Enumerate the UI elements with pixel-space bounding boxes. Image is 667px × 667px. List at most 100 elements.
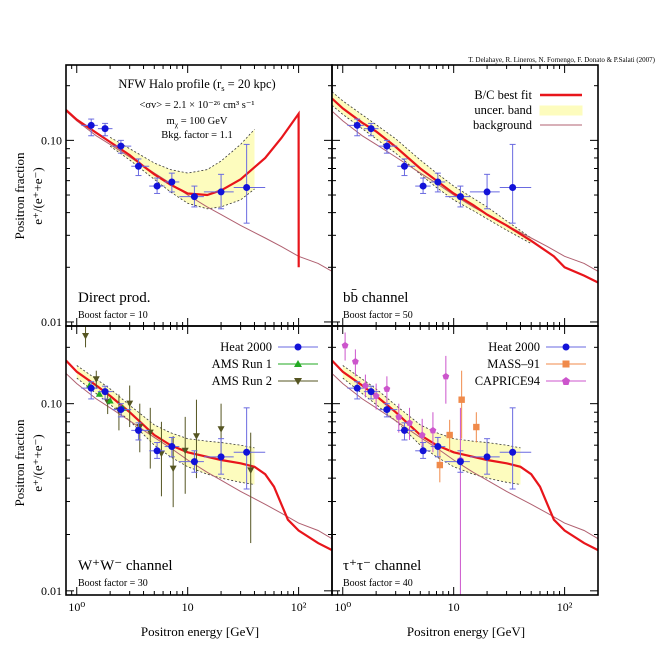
caprice-point xyxy=(383,385,391,392)
xlabel-left: Positron energy [GeV] xyxy=(141,624,259,639)
ams1-point xyxy=(106,396,114,404)
halo-notes: NFW Halo profile (rs = 20 kpc) <σv> = 2.… xyxy=(118,77,275,141)
uncertainty-band xyxy=(332,91,532,244)
ams2-point xyxy=(92,376,100,383)
legend-band-label: uncer. band xyxy=(474,103,532,117)
x-tick-label: 10 xyxy=(182,600,194,614)
x-tick-label: 10² xyxy=(291,600,307,614)
y-tick-label: 0.01 xyxy=(41,584,62,598)
panel-bb-channel xyxy=(331,64,599,327)
ylabel-bottom: Positron fraction xyxy=(12,419,27,507)
y-tick-label: 0.10 xyxy=(41,397,62,411)
heat-point xyxy=(243,184,251,192)
credit-text: T. Delahaye, R. Lineros, N. Fornengo, F.… xyxy=(468,56,655,64)
label-direct-prod: Direct prod. xyxy=(78,290,150,306)
heat-point xyxy=(400,162,408,170)
heat-point xyxy=(153,447,161,455)
best-fit-curve xyxy=(66,109,300,268)
heat-point xyxy=(243,448,251,456)
ylabel-formula-bottom: e⁺/(e⁺+e⁻) xyxy=(30,434,45,492)
heat-point xyxy=(456,458,464,466)
band-lower-edge xyxy=(342,377,521,485)
panel-tautau-channel: 10⁰ 10 10² xyxy=(331,325,599,614)
label-ww-channel: W⁺W⁻ channel xyxy=(78,558,173,574)
data-legend-left: Heat 2000 AMS Run 1 AMS Run 2 xyxy=(212,340,318,388)
heat-point xyxy=(87,121,95,129)
band-lower-edge xyxy=(76,377,255,485)
heat-point xyxy=(367,388,375,396)
heat-point xyxy=(217,188,225,196)
band-upper-edge xyxy=(109,129,255,174)
plot-area xyxy=(332,332,598,595)
ams2-point xyxy=(169,465,177,473)
heat-point xyxy=(456,193,464,201)
ams2-point xyxy=(126,400,134,408)
mass-point xyxy=(436,461,444,469)
legend-caprice-marker xyxy=(562,377,570,385)
label-boost-direct: Boost factor = 10 xyxy=(78,310,148,321)
heat-point xyxy=(134,162,142,170)
legend-heat-marker-right xyxy=(562,343,570,351)
panel-ww-channel: 0.10 0.01 10⁰ 10 10² xyxy=(41,325,333,614)
heat-point xyxy=(101,388,109,396)
heat-point xyxy=(383,142,391,150)
background-curve xyxy=(332,373,598,540)
x-tick-label: 10⁰ xyxy=(68,600,85,614)
halo-profile-text: NFW Halo profile (rs = 20 kpc) xyxy=(118,77,275,93)
panel-direct-production: 0.10 0.01 xyxy=(41,64,333,329)
heat-point xyxy=(483,453,491,461)
legend-mass-label: MASS–91 xyxy=(487,357,540,371)
background-curve xyxy=(332,110,598,272)
ams2-point xyxy=(247,467,255,474)
legend-caprice-label: CAPRICE94 xyxy=(475,374,541,388)
legend-background-label: background xyxy=(473,118,533,132)
heat-point xyxy=(117,142,125,150)
heat-point xyxy=(101,125,109,133)
data-legend-right: Heat 2000 MASS–91 CAPRICE94 xyxy=(475,340,586,388)
model-legend: B/C best fit uncer. band background xyxy=(473,88,583,132)
mass-text: mχ = 100 GeV xyxy=(167,116,228,129)
legend-ams2-marker xyxy=(294,378,302,385)
legend-best-fit-label: B/C best fit xyxy=(474,88,532,102)
ams2-point xyxy=(181,447,189,455)
legend-heat-label-right: Heat 2000 xyxy=(488,340,540,354)
heat-point xyxy=(483,188,491,196)
heat-point xyxy=(400,426,408,434)
heat-point xyxy=(419,182,427,190)
caprice-point xyxy=(361,382,369,389)
xlabel-right: Positron energy [GeV] xyxy=(407,624,525,639)
cross-section-text: <σv> = 2.1 × 10⁻²⁶ cm³ s⁻¹ xyxy=(139,100,254,111)
legend-heat-label: Heat 2000 xyxy=(220,340,272,354)
caprice-point xyxy=(351,357,359,365)
label-tautau-channel: τ⁺τ⁻ channel xyxy=(343,558,421,574)
heat-point xyxy=(153,182,161,190)
uncertainty-band xyxy=(76,365,255,485)
background-curve xyxy=(66,373,332,540)
ams2-point xyxy=(217,426,225,433)
uncertainty-band xyxy=(342,365,521,485)
legend-ams1-marker xyxy=(294,360,302,367)
heat-point xyxy=(419,447,427,455)
panel-frame xyxy=(331,325,599,596)
mass-point xyxy=(446,431,453,439)
caprice-point xyxy=(372,392,380,399)
ams2-point xyxy=(146,429,154,437)
plot-area xyxy=(332,91,598,284)
heat-point xyxy=(353,384,361,392)
caprice-point xyxy=(341,341,349,349)
plot-area xyxy=(66,109,332,272)
legend-mass-marker xyxy=(562,360,570,368)
legend-ams2-label: AMS Run 2 xyxy=(212,374,272,388)
caprice-point xyxy=(406,419,413,426)
heat-point xyxy=(434,178,442,186)
heat-point xyxy=(134,426,142,434)
legend-heat-marker xyxy=(294,343,302,351)
label-bb-channel: bb̄ channel xyxy=(343,290,408,306)
heat-point xyxy=(87,384,95,392)
ams2-point xyxy=(82,332,90,340)
bkg-factor-text: Bkg. factor = 1.1 xyxy=(161,130,233,141)
heat-point xyxy=(434,443,442,451)
heat-point xyxy=(190,193,198,201)
band-lower-edge xyxy=(109,145,255,210)
